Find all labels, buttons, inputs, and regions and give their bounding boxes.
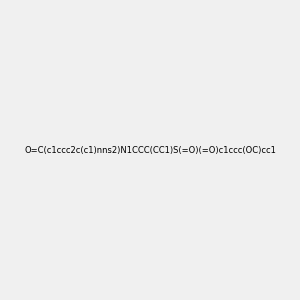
Text: O=C(c1ccc2c(c1)nns2)N1CCC(CC1)S(=O)(=O)c1ccc(OC)cc1: O=C(c1ccc2c(c1)nns2)N1CCC(CC1)S(=O)(=O)c… <box>24 146 276 154</box>
